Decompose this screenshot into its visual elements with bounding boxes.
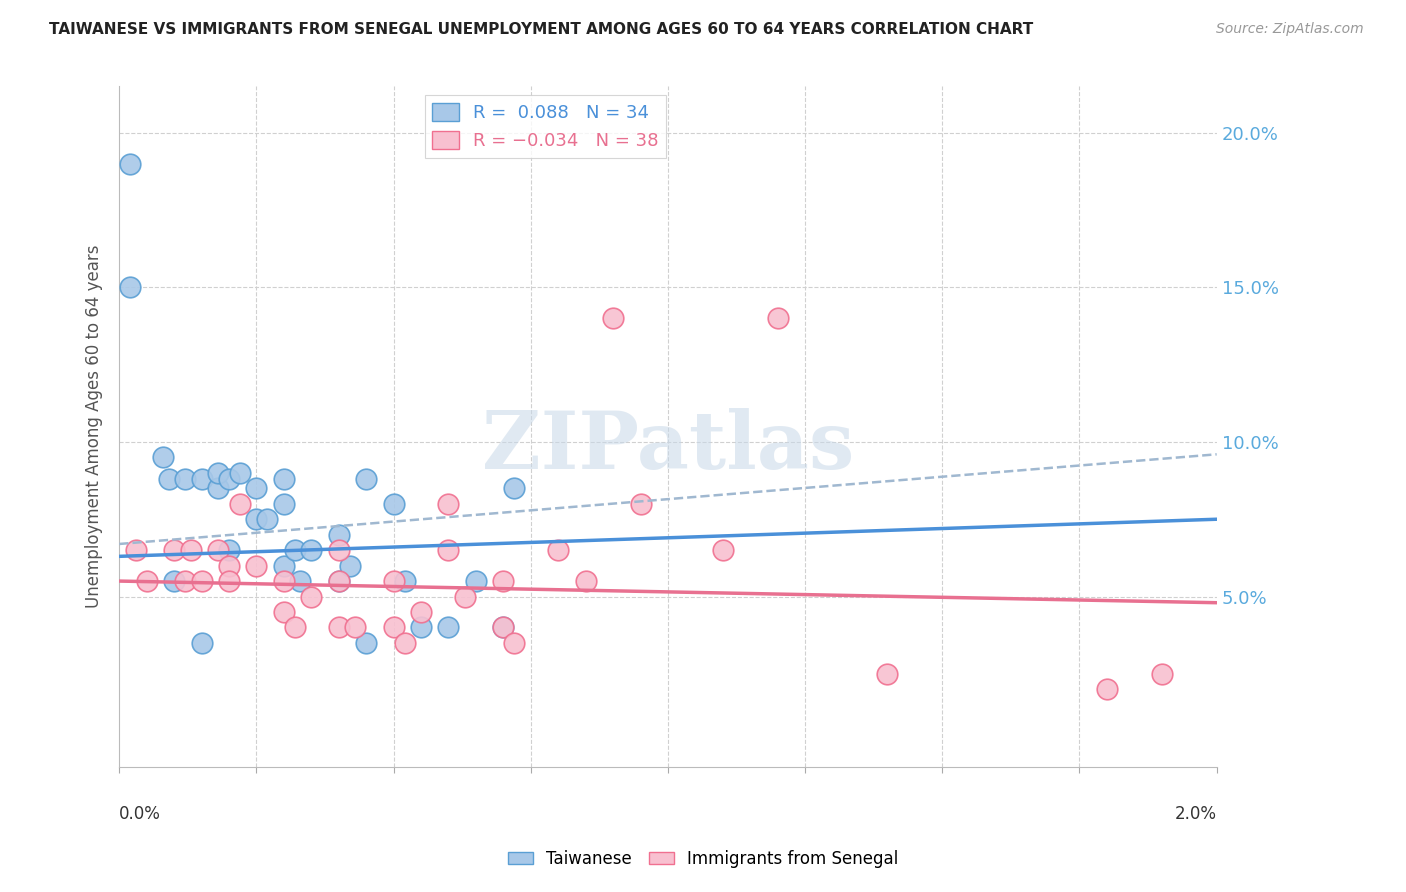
Point	[711, 543, 734, 558]
Point	[394, 574, 416, 588]
Text: ZIPatlas: ZIPatlas	[482, 408, 853, 486]
Point	[190, 574, 212, 588]
Point	[157, 472, 180, 486]
Point	[245, 512, 267, 526]
Point	[339, 558, 361, 573]
Point	[876, 666, 898, 681]
Point	[163, 574, 186, 588]
Point	[284, 620, 307, 634]
Point	[273, 497, 295, 511]
Point	[273, 605, 295, 619]
Point	[503, 636, 526, 650]
Text: 2.0%: 2.0%	[1174, 805, 1216, 823]
Text: 0.0%: 0.0%	[120, 805, 162, 823]
Point	[207, 466, 229, 480]
Point	[328, 574, 350, 588]
Point	[290, 574, 312, 588]
Point	[492, 574, 515, 588]
Y-axis label: Unemployment Among Ages 60 to 64 years: Unemployment Among Ages 60 to 64 years	[86, 244, 103, 608]
Text: Source: ZipAtlas.com: Source: ZipAtlas.com	[1216, 22, 1364, 37]
Point	[630, 497, 652, 511]
Point	[207, 543, 229, 558]
Point	[218, 558, 240, 573]
Point	[135, 574, 157, 588]
Point	[1150, 666, 1173, 681]
Point	[245, 558, 267, 573]
Point	[382, 574, 405, 588]
Point	[575, 574, 598, 588]
Point	[190, 472, 212, 486]
Point	[284, 543, 307, 558]
Point	[299, 543, 322, 558]
Point	[299, 590, 322, 604]
Point	[125, 543, 148, 558]
Point	[354, 636, 377, 650]
Point	[437, 543, 460, 558]
Text: TAIWANESE VS IMMIGRANTS FROM SENEGAL UNEMPLOYMENT AMONG AGES 60 TO 64 YEARS CORR: TAIWANESE VS IMMIGRANTS FROM SENEGAL UNE…	[49, 22, 1033, 37]
Point	[328, 574, 350, 588]
Point	[602, 311, 624, 326]
Point	[218, 574, 240, 588]
Point	[273, 574, 295, 588]
Point	[464, 574, 486, 588]
Point	[256, 512, 278, 526]
Point	[409, 620, 432, 634]
Point	[409, 605, 432, 619]
Point	[174, 472, 197, 486]
Point	[207, 481, 229, 495]
Point	[180, 543, 202, 558]
Point	[273, 472, 295, 486]
Point	[503, 481, 526, 495]
Point	[273, 558, 295, 573]
Legend: Taiwanese, Immigrants from Senegal: Taiwanese, Immigrants from Senegal	[501, 844, 905, 875]
Point	[328, 527, 350, 541]
Point	[547, 543, 569, 558]
Point	[437, 497, 460, 511]
Point	[344, 620, 367, 634]
Point	[766, 311, 789, 326]
Point	[218, 543, 240, 558]
Point	[152, 450, 174, 465]
Point	[382, 620, 405, 634]
Point	[328, 543, 350, 558]
Point	[354, 472, 377, 486]
Point	[120, 156, 142, 170]
Point	[190, 636, 212, 650]
Point	[229, 497, 252, 511]
Point	[394, 636, 416, 650]
Point	[328, 620, 350, 634]
Point	[218, 472, 240, 486]
Point	[163, 543, 186, 558]
Point	[229, 466, 252, 480]
Point	[492, 620, 515, 634]
Point	[454, 590, 477, 604]
Point	[437, 620, 460, 634]
Point	[174, 574, 197, 588]
Point	[492, 620, 515, 634]
Point	[120, 280, 142, 294]
Point	[382, 497, 405, 511]
Legend: R =  0.088   N = 34, R = −0.034   N = 38: R = 0.088 N = 34, R = −0.034 N = 38	[425, 95, 666, 158]
Point	[1095, 682, 1118, 697]
Point	[245, 481, 267, 495]
